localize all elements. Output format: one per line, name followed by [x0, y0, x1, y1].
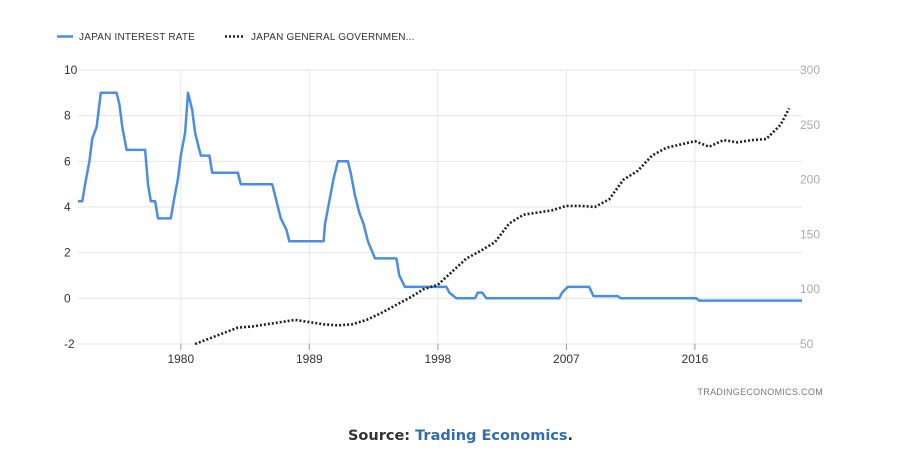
x-tick-label: 1998 — [425, 352, 452, 366]
y-left-tick-label: 2 — [64, 246, 71, 260]
source-caption: Source: Trading Economics. — [0, 428, 921, 444]
caption-prefix: Source: — [347, 428, 416, 444]
y-left-tick-label: 10 — [64, 63, 78, 77]
y-left-tick-label: -2 — [64, 337, 75, 351]
caption-suffix: . — [567, 428, 574, 444]
x-tick-label: 1980 — [167, 352, 194, 366]
x-tick-label: 2016 — [682, 352, 709, 366]
legend: JAPAN INTEREST RATE JAPAN GENERAL GOVERN… — [57, 32, 415, 43]
x-tick-label: 2007 — [553, 352, 580, 366]
y-right-tick-label: 250 — [800, 118, 820, 132]
series-lines — [78, 91, 802, 346]
y-left-tick-label: 0 — [64, 291, 71, 305]
legend-label-interest-rate: JAPAN INTEREST RATE — [79, 32, 195, 43]
y-right-tick-label: 300 — [800, 63, 820, 77]
y-right-tick-label: 150 — [800, 227, 820, 241]
watermark: TRADINGECONOMICS.COM — [697, 387, 823, 397]
y-left-tick-label: 4 — [64, 200, 71, 214]
y-axis-right: 50 100 150 200 250 300 — [800, 63, 820, 351]
series-line-government — [194, 107, 791, 346]
y-right-tick-label: 100 — [800, 282, 820, 296]
y-right-tick-label: 50 — [800, 337, 814, 351]
x-tick-label: 1989 — [296, 352, 323, 366]
y-left-tick-label: 8 — [64, 109, 71, 123]
y-left-tick-label: 6 — [64, 154, 71, 168]
y-axis-left: -2 0 2 4 6 8 10 — [64, 63, 78, 351]
legend-label-government: JAPAN GENERAL GOVERNMEN... — [251, 32, 415, 43]
chart: JAPAN INTEREST RATE JAPAN GENERAL GOVERN… — [57, 32, 823, 397]
source-link[interactable]: Trading Economics — [415, 428, 568, 444]
y-right-tick-label: 200 — [800, 173, 820, 187]
x-axis: 1980 1989 1998 2007 2016 — [167, 344, 709, 366]
series-line-interest-rate — [78, 91, 802, 302]
